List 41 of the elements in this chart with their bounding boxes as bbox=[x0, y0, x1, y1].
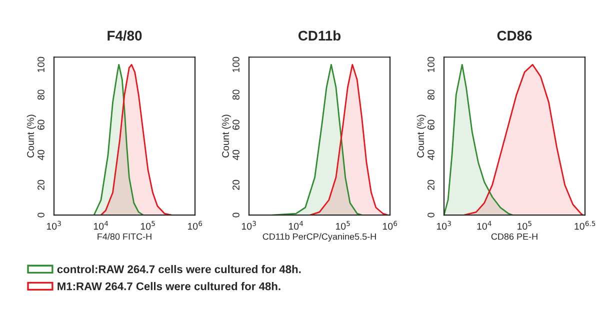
x-tick-label: 10$^{6}$ bbox=[382, 220, 398, 230]
y-tick-label: 100 bbox=[38, 56, 44, 72]
x-tick-label: 10$^{5}$ bbox=[140, 220, 155, 230]
y-tick-label: 40 bbox=[428, 150, 434, 160]
y-axis-title: Count (%) bbox=[416, 114, 426, 158]
x-axis-title: F4/80 FITC-H bbox=[98, 233, 152, 240]
y-tick-label: 100 bbox=[428, 56, 434, 72]
y-tick-label: 60 bbox=[38, 120, 44, 130]
x-tick-label: 10$^{4}$ bbox=[288, 220, 304, 230]
y-tick-label: 80 bbox=[38, 90, 44, 100]
y-tick-label: 20 bbox=[428, 180, 434, 190]
chart-title: CD11b bbox=[298, 30, 341, 41]
x-tick-label: 10$^{3}$ bbox=[436, 220, 451, 230]
y-tick-label: 20 bbox=[38, 180, 44, 190]
x-tick-label: 10$^{4}$ bbox=[94, 220, 108, 230]
y-tick-label: 60 bbox=[232, 120, 240, 130]
y-tick-label: 60 bbox=[428, 120, 434, 130]
y-axis-title: Count (%) bbox=[26, 114, 36, 158]
y-tick-label: 40 bbox=[38, 150, 44, 160]
y-axis-title: Count (%) bbox=[222, 114, 231, 158]
x-tick-label: 10$^{5}$ bbox=[336, 220, 350, 230]
x-tick-label: 10$^{3}$ bbox=[46, 220, 61, 230]
legend-label: M1:RAW 264.7 Cells were cultured for 48h. bbox=[58, 282, 280, 290]
y-tick-label: 100 bbox=[232, 56, 240, 72]
y-tick-label: 20 bbox=[232, 180, 240, 190]
x-axis-title: CD11b PerCP/Cyanine5.5-H bbox=[262, 233, 376, 242]
x-axis-title: CD86 PE-H bbox=[491, 233, 538, 240]
legend-label: control:RAW 264.7 cells were cultured for 48h. bbox=[57, 265, 301, 274]
x-tick-label: 10$^{5}$ bbox=[518, 220, 532, 230]
x-tick-label: 10$^{6.5}$ bbox=[574, 220, 596, 230]
y-tick-label: 0 bbox=[38, 212, 44, 218]
x-tick-label: 10$^{3}$ bbox=[242, 220, 256, 230]
x-tick-label: 10$^{6}$ bbox=[188, 220, 202, 230]
y-tick-label: 0 bbox=[428, 212, 434, 218]
y-tick-label: 40 bbox=[232, 150, 240, 160]
y-tick-label: 0 bbox=[232, 212, 240, 218]
chart-title: CD86 bbox=[497, 30, 532, 41]
y-tick-label: 80 bbox=[232, 90, 240, 100]
chart-title: F4/80 bbox=[108, 30, 142, 41]
x-tick-label: 10$^{4}$ bbox=[477, 220, 492, 230]
y-tick-label: 80 bbox=[428, 90, 434, 100]
